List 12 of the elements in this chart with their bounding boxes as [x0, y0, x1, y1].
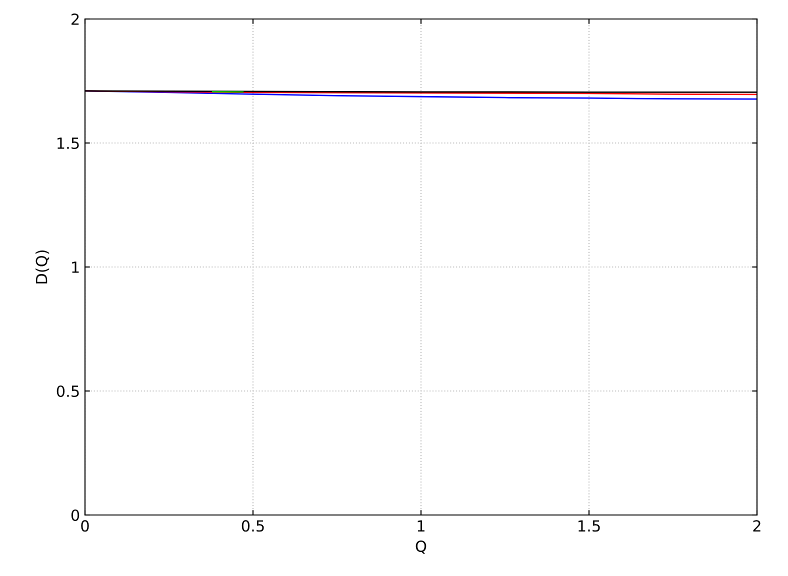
y-tick-label: 0.5: [56, 385, 79, 398]
y-axis-title: D(Q): [36, 250, 50, 284]
y-tick-label: 0: [71, 509, 80, 522]
x-axis-title: Q: [416, 540, 426, 554]
y-tick-label: 2: [72, 13, 79, 25]
x-tick-label: 0.5: [242, 520, 264, 532]
y-tick-label: 1.5: [58, 138, 79, 150]
x-tick-label: 1.5: [578, 520, 600, 532]
y-tick-label: 1: [72, 262, 79, 273]
x-tick-label: 1: [418, 520, 424, 532]
x-tick-label: 2: [753, 520, 760, 532]
x-tick-label: 0: [81, 520, 89, 532]
